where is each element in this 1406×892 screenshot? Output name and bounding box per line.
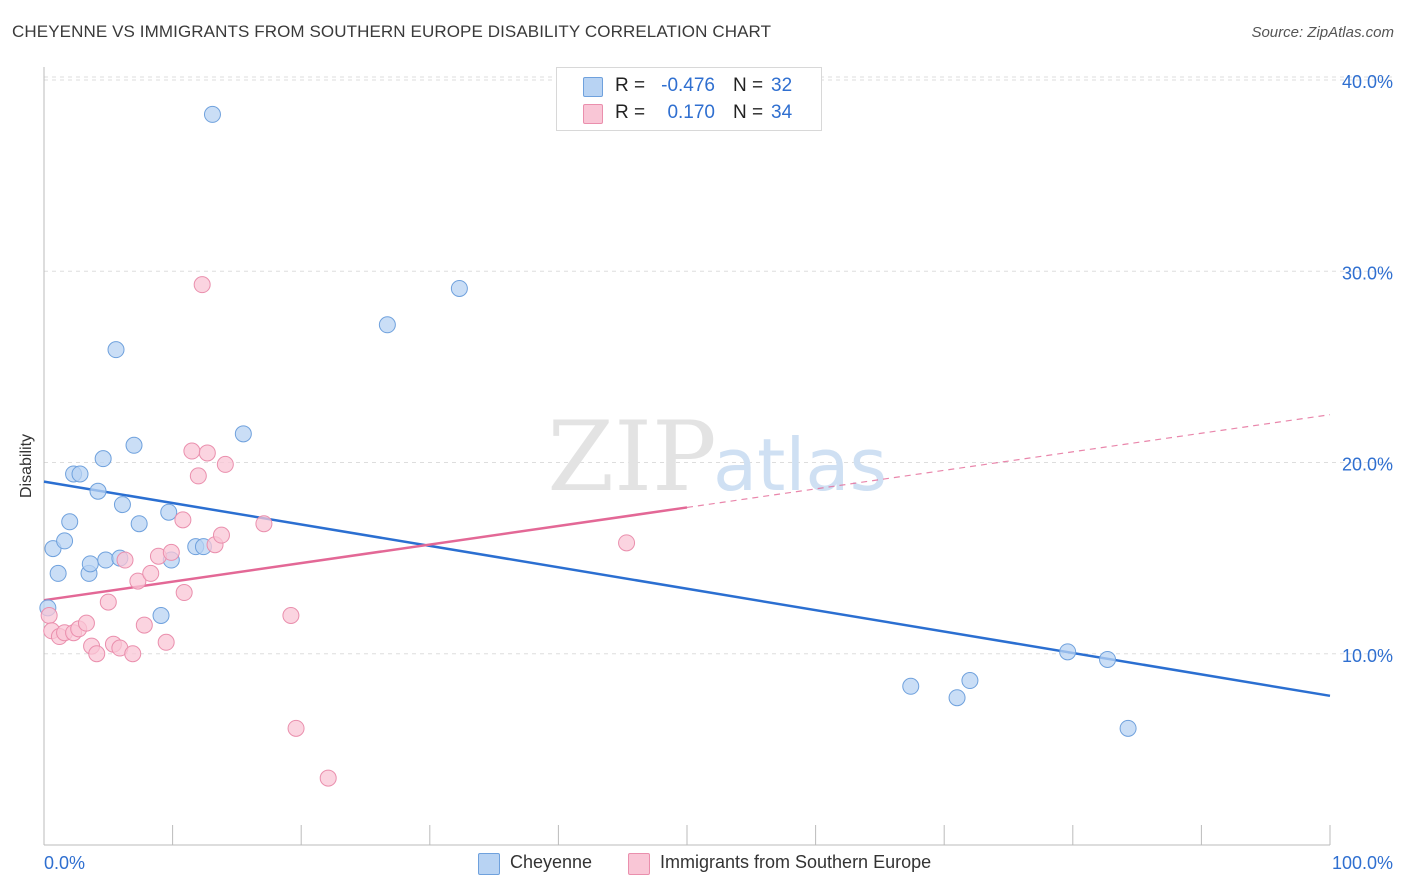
legend-swatch-cheyenne <box>478 853 500 875</box>
point-immigrants <box>175 584 193 602</box>
x-tick-label-min: 0.0% <box>44 853 85 873</box>
source-label: Source: ZipAtlas.com <box>1251 24 1394 41</box>
point-cheyenne <box>378 316 396 334</box>
legend-n-label: N = <box>733 102 764 123</box>
legend-r-value: -0.476 <box>661 75 715 96</box>
point-cheyenne <box>152 607 170 624</box>
y-tick-label: 10.0% <box>1342 646 1393 666</box>
point-cheyenne <box>961 672 979 690</box>
point-cheyenne <box>61 513 79 531</box>
chart-title: CHEYENNE VS IMMIGRANTS FROM SOUTHERN EUR… <box>12 22 772 41</box>
point-immigrants <box>162 543 180 561</box>
legend-row-immigrants: R = 0.170 N = 34 <box>557 101 821 127</box>
point-immigrants <box>135 616 153 634</box>
point-immigrants <box>212 526 230 544</box>
point-immigrants <box>255 515 273 533</box>
watermark-atlas: atlas <box>713 423 887 507</box>
point-cheyenne <box>1119 719 1137 737</box>
data-points <box>39 105 1137 787</box>
point-cheyenne <box>160 503 178 521</box>
y-tick-label: 20.0% <box>1342 455 1393 475</box>
point-cheyenne <box>71 465 89 483</box>
point-immigrants <box>124 645 142 663</box>
point-cheyenne <box>49 564 67 582</box>
point-cheyenne <box>1059 643 1077 661</box>
legend-r-label: R = <box>615 102 646 123</box>
x-tick-label-max: 100.0% <box>1332 853 1393 873</box>
point-cheyenne <box>234 425 252 443</box>
trend-line-cheyenne <box>43 480 1331 698</box>
point-immigrants <box>174 511 192 529</box>
point-cheyenne <box>107 341 125 359</box>
point-cheyenne <box>56 532 74 550</box>
y-tick-label: 40.0% <box>1342 72 1393 92</box>
legend-r-label: R = <box>615 75 646 96</box>
point-immigrants <box>40 607 58 624</box>
legend-label-immigrants: Immigrants from Southern Europe <box>660 852 932 872</box>
point-immigrants <box>193 276 211 294</box>
trend-line-immigrants <box>43 506 688 602</box>
point-cheyenne <box>125 436 143 454</box>
point-cheyenne <box>902 677 920 695</box>
legend-row-cheyenne: R = -0.476 N = 32 <box>557 74 821 100</box>
point-immigrants <box>282 607 300 624</box>
legend-n-value: 34 <box>771 102 793 123</box>
point-immigrants <box>116 551 134 569</box>
point-cheyenne <box>94 450 112 468</box>
legend-r-value: 0.170 <box>667 102 715 123</box>
y-tick-label: 30.0% <box>1342 263 1393 283</box>
point-immigrants <box>129 572 147 590</box>
point-immigrants <box>183 442 201 460</box>
legend-label-cheyenne: Cheyenne <box>510 852 593 872</box>
point-cheyenne <box>130 515 148 533</box>
legend-n-label: N = <box>733 75 764 96</box>
correlation-legend: R = -0.476 N = 32 R = 0.170 N = 34 <box>556 67 822 131</box>
watermark-zip: ZIP <box>547 401 716 513</box>
tick-labels: 10.0% 20.0% 30.0% 40.0% 0.0% 100.0% <box>44 72 1393 873</box>
point-cheyenne <box>1099 650 1117 668</box>
legend-swatch-immigrants <box>628 853 650 875</box>
point-cheyenne <box>97 551 115 569</box>
point-immigrants <box>287 719 305 737</box>
point-immigrants <box>618 534 636 552</box>
grid-lines <box>44 76 1392 655</box>
point-immigrants <box>189 467 207 485</box>
trend-line-immigrants-extension <box>686 414 1331 509</box>
point-immigrants <box>198 444 216 462</box>
point-cheyenne <box>81 555 99 573</box>
point-cheyenne <box>113 496 131 514</box>
legend-swatch-pink <box>583 104 603 124</box>
legend-n-value: 32 <box>771 75 793 96</box>
point-immigrants <box>88 645 106 663</box>
point-immigrants <box>99 593 117 611</box>
point-cheyenne <box>450 279 468 297</box>
point-cheyenne <box>948 689 966 707</box>
point-cheyenne <box>203 105 221 123</box>
point-immigrants <box>142 564 160 582</box>
legend-swatch-blue <box>583 77 603 97</box>
point-immigrants <box>319 769 337 787</box>
point-immigrants <box>77 614 95 632</box>
point-cheyenne <box>89 482 107 500</box>
point-immigrants <box>157 633 175 651</box>
axes <box>43 67 1331 846</box>
point-immigrants <box>216 455 234 473</box>
